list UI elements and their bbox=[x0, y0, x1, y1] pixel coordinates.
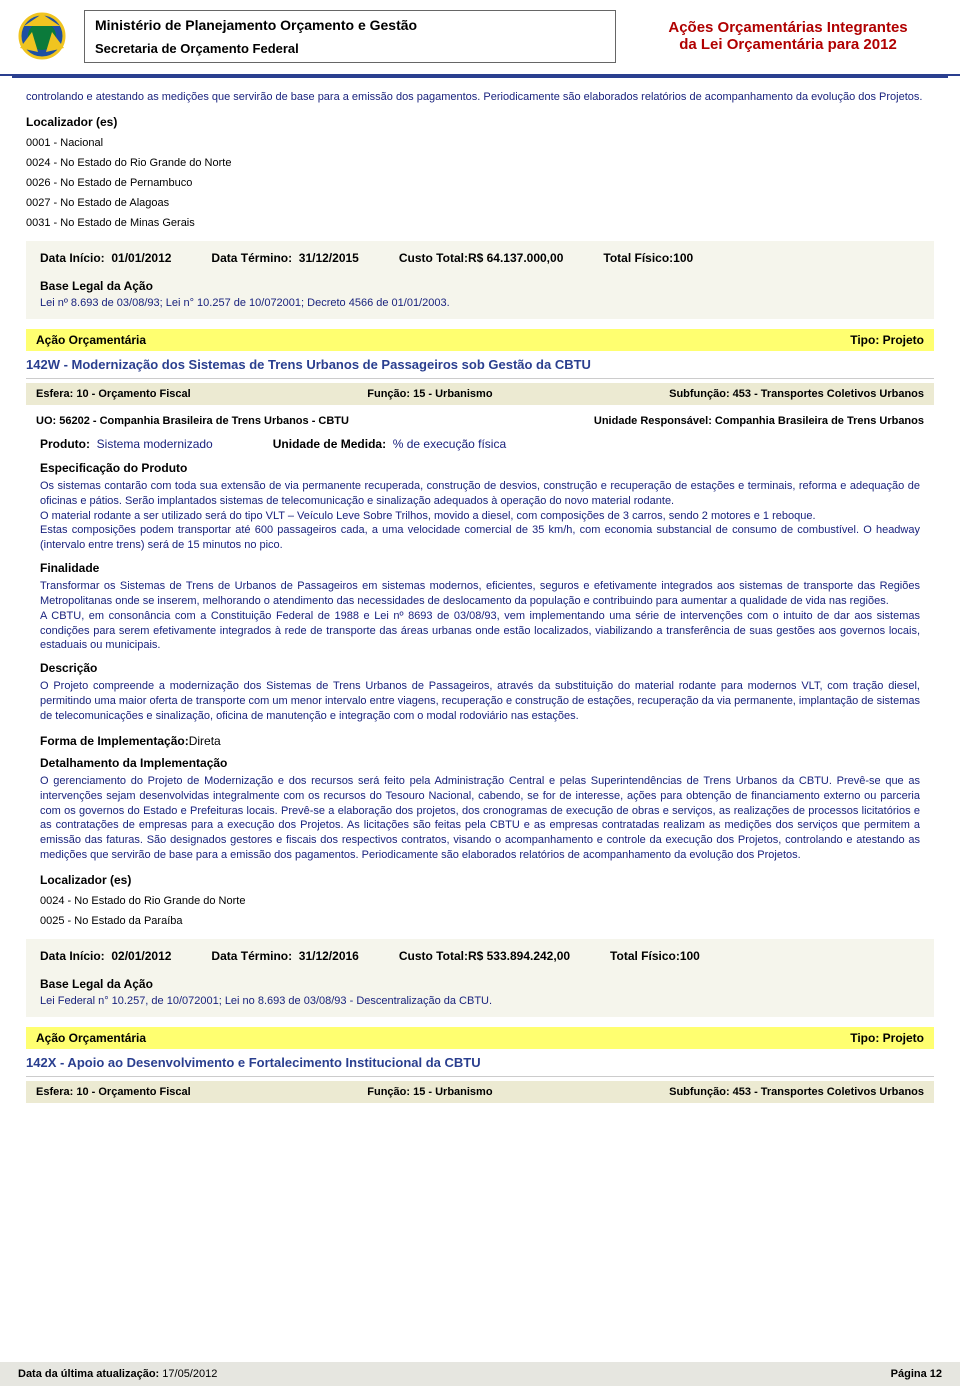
esfera: Esfera: 10 - Orçamento Fiscal bbox=[36, 388, 191, 400]
intro-paragraph: controlando e atestando as medições que … bbox=[26, 90, 934, 105]
tipo-label: Tipo: Projeto bbox=[850, 333, 924, 347]
loc1-item: 0031 - No Estado de Minas Gerais bbox=[26, 217, 934, 229]
inicio-group: Data Início: 01/01/2012 bbox=[40, 251, 171, 265]
summary-box-1: Data Início: 01/01/2012 Data Término: 31… bbox=[26, 241, 934, 319]
header-right-line2: da Lei Orçamentária para 2012 bbox=[628, 36, 948, 53]
custo-group: Custo Total:R$ 64.137.000,00 bbox=[399, 251, 564, 265]
summary-box-2: Data Início: 02/01/2012 Data Término: 31… bbox=[26, 939, 934, 1017]
fisico-group: Total Físico:100 bbox=[610, 949, 700, 963]
descricao-label: Descrição bbox=[40, 661, 920, 675]
logo-seal-icon bbox=[12, 6, 72, 66]
base-legal-2-label: Base Legal da Ação bbox=[40, 977, 920, 991]
termino-group: Data Término: 31/12/2015 bbox=[211, 251, 358, 265]
fisico-group: Total Físico:100 bbox=[603, 251, 693, 265]
tipo-label: Tipo: Projeto bbox=[850, 1031, 924, 1045]
produto-value: Sistema modernizado bbox=[97, 437, 213, 451]
base-legal-1-text: Lei nº 8.693 de 03/08/93; Lei n° 10.257 … bbox=[40, 297, 920, 309]
base-legal-2-text: Lei Federal n° 10.257, de 10/072001; Lei… bbox=[40, 995, 920, 1007]
um-label: Unidade de Medida: bbox=[273, 437, 386, 451]
funcao: Função: 15 - Urbanismo bbox=[367, 388, 492, 400]
produto-row: Produto: Sistema modernizado Unidade de … bbox=[26, 431, 934, 453]
detalhamento-label: Detalhamento da Implementação bbox=[40, 756, 920, 770]
detalhamento-text: O gerenciamento do Projeto de Modernizaç… bbox=[40, 774, 920, 863]
localizador-2-label: Localizador (es) bbox=[40, 873, 920, 887]
acao-label: Ação Orçamentária bbox=[36, 333, 146, 347]
descricao-text: O Projeto compreende a modernização dos … bbox=[40, 679, 920, 724]
subfuncao: Subfunção: 453 - Transportes Coletivos U… bbox=[669, 1086, 924, 1098]
page-header: Ministério de Planejamento Orçamento e G… bbox=[0, 0, 960, 76]
finalidade-text: Transformar os Sistemas de Trens de Urba… bbox=[40, 579, 920, 653]
loc1-item: 0024 - No Estado do Rio Grande do Norte bbox=[26, 157, 934, 169]
custo-group: Custo Total:R$ 533.894.242,00 bbox=[399, 949, 570, 963]
action-1-uo-row: UO: 56202 - Companhia Brasileira de Tren… bbox=[26, 411, 934, 431]
action-2-title: 142X - Apoio ao Desenvolvimento e Fortal… bbox=[26, 1051, 934, 1077]
action-1-header: Ação Orçamentária Tipo: Projeto bbox=[26, 329, 934, 351]
page-footer: Data da última atualização: 17/05/2012 P… bbox=[0, 1362, 960, 1386]
funcao: Função: 15 - Urbanismo bbox=[367, 1086, 492, 1098]
header-right-box: Ações Orçamentárias Integrantes da Lei O… bbox=[628, 19, 948, 53]
esfera: Esfera: 10 - Orçamento Fiscal bbox=[36, 1086, 191, 1098]
footer-date-value: 17/05/2012 bbox=[162, 1368, 217, 1380]
subfuncao: Subfunção: 453 - Transportes Coletivos U… bbox=[669, 388, 924, 400]
inicio-group: Data Início: 02/01/2012 bbox=[40, 949, 171, 963]
espec-text: Os sistemas contarão com toda sua extens… bbox=[40, 479, 920, 553]
forma-row: Forma de Implementação:Direta bbox=[40, 734, 920, 748]
action-2-header: Ação Orçamentária Tipo: Projeto bbox=[26, 1027, 934, 1049]
loc1-item: 0001 - Nacional bbox=[26, 137, 934, 149]
action-1-classificacao: Esfera: 10 - Orçamento Fiscal Função: 15… bbox=[26, 383, 934, 405]
loc2-item: 0025 - No Estado da Paraíba bbox=[40, 915, 920, 927]
ministry-title: Ministério de Planejamento Orçamento e G… bbox=[95, 17, 605, 33]
finalidade-label: Finalidade bbox=[40, 561, 920, 575]
footer-date-label: Data da última atualização: bbox=[18, 1368, 159, 1380]
uo: UO: 56202 - Companhia Brasileira de Tren… bbox=[36, 415, 349, 427]
loc1-item: 0027 - No Estado de Alagoas bbox=[26, 197, 934, 209]
termino-group: Data Término: 31/12/2016 bbox=[211, 949, 358, 963]
secretaria-title: Secretaria de Orçamento Federal bbox=[95, 41, 605, 56]
base-legal-1-label: Base Legal da Ação bbox=[40, 279, 920, 293]
footer-page-number: Página 12 bbox=[891, 1368, 942, 1380]
acao-label: Ação Orçamentária bbox=[36, 1031, 146, 1045]
produto-label: Produto: bbox=[40, 437, 90, 451]
localizador-1-label: Localizador (es) bbox=[26, 115, 934, 129]
unidade-resp: Unidade Responsável: Companhia Brasileir… bbox=[594, 415, 924, 427]
action-1-title: 142W - Modernização dos Sistemas de Tren… bbox=[26, 353, 934, 379]
loc2-item: 0024 - No Estado do Rio Grande do Norte bbox=[40, 895, 920, 907]
header-left-box: Ministério de Planejamento Orçamento e G… bbox=[84, 10, 616, 63]
header-rule bbox=[12, 76, 948, 78]
loc1-item: 0026 - No Estado de Pernambuco bbox=[26, 177, 934, 189]
espec-label: Especificação do Produto bbox=[40, 461, 920, 475]
um-value: % de execução física bbox=[393, 437, 506, 451]
action-2-classificacao: Esfera: 10 - Orçamento Fiscal Função: 15… bbox=[26, 1081, 934, 1103]
header-right-line1: Ações Orçamentárias Integrantes bbox=[628, 19, 948, 36]
